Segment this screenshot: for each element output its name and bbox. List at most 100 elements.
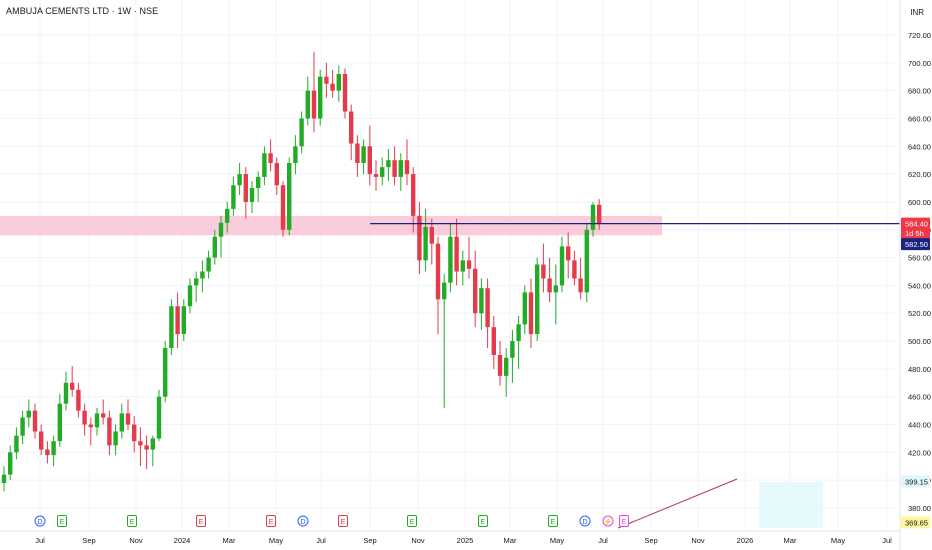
candle[interactable] [107,410,112,456]
projection-box[interactable] [759,482,823,528]
candle[interactable] [590,201,596,237]
candle[interactable] [299,111,304,154]
candle[interactable] [144,435,149,470]
candle[interactable] [101,399,106,425]
time-axis[interactable]: Jul Sep Nov 2024 Mar May Jul Sep Nov 2025 Mar May Ju… [0,530,900,545]
candle[interactable] [572,250,577,286]
candle[interactable] [566,232,571,279]
candle[interactable] [504,348,509,397]
candle[interactable] [280,181,286,237]
candle[interactable] [57,393,62,447]
candle[interactable] [330,69,335,98]
candle[interactable] [423,208,428,272]
candle[interactable] [181,299,186,342]
candle[interactable] [249,181,255,214]
candle[interactable] [547,257,552,303]
candle[interactable] [485,278,490,349]
candle[interactable] [212,229,217,265]
candle[interactable] [311,51,317,133]
candle[interactable] [541,243,546,293]
candle[interactable] [454,218,459,286]
candle[interactable] [237,162,242,195]
candle[interactable] [45,441,50,464]
earnings-marker[interactable]: E [338,515,348,527]
candle[interactable] [39,424,44,456]
candle[interactable] [187,278,193,314]
candle[interactable] [491,316,496,369]
candle[interactable] [528,278,534,349]
candle[interactable] [256,171,261,202]
candle[interactable] [373,160,379,191]
candle[interactable] [386,149,391,182]
candle[interactable] [342,68,348,119]
candle[interactable] [218,215,224,258]
candle[interactable] [76,382,81,418]
candle[interactable] [398,153,403,191]
candle[interactable] [535,257,540,342]
candle[interactable] [361,139,366,175]
candle[interactable] [417,201,422,275]
candle[interactable] [32,403,38,439]
earnings-marker[interactable]: E [407,515,417,527]
earnings-marker[interactable]: E [266,515,276,527]
price-axis[interactable]: 720.00 700.00 680.00 660.00 640.00 620.00 600.… [899,0,931,550]
earnings-marker[interactable]: E [548,515,558,527]
earnings-marker[interactable]: E [127,515,137,527]
candle[interactable] [169,299,174,355]
candle[interactable] [8,445,13,481]
candle[interactable] [404,139,410,186]
candle[interactable] [1,466,7,492]
candle[interactable] [82,403,87,436]
candle[interactable] [435,236,441,335]
candle[interactable] [150,435,155,467]
candle[interactable] [510,329,515,383]
candle[interactable] [274,157,279,195]
dividend-marker[interactable]: D [34,515,46,527]
candle[interactable] [70,366,75,397]
candle[interactable] [553,264,558,325]
candle[interactable] [138,427,143,467]
candle[interactable] [305,76,310,126]
candle[interactable] [349,104,354,161]
symbol-title[interactable]: AMBUJA CEMENTS LTD · 1W · NSE [6,6,159,16]
candle[interactable] [243,167,248,219]
candle[interactable] [51,435,56,467]
candle[interactable] [156,389,162,442]
candle[interactable] [460,250,465,286]
earnings-marker[interactable]: E [619,515,629,527]
candle[interactable] [516,316,521,369]
candle[interactable] [479,278,484,330]
candle[interactable] [578,257,583,300]
candle[interactable] [14,427,19,460]
candle[interactable] [411,167,416,233]
candle[interactable] [206,250,211,279]
candle[interactable] [442,274,447,408]
split-marker[interactable]: ⚡ [602,515,614,527]
earnings-marker[interactable]: E [57,515,67,527]
support-resistance-zone[interactable] [0,215,662,236]
candle[interactable] [194,271,199,303]
candle[interactable] [522,285,527,335]
candle[interactable] [63,371,69,411]
candle[interactable] [20,410,25,445]
candle[interactable] [336,65,341,102]
candle[interactable] [88,417,93,446]
candle[interactable] [231,176,236,216]
dividend-marker[interactable]: D [297,515,309,527]
candle[interactable] [113,424,118,456]
candle[interactable] [163,341,168,403]
candle[interactable] [225,201,230,233]
candle[interactable] [473,250,478,328]
candle[interactable] [119,403,124,439]
candle[interactable] [132,416,137,453]
candle[interactable] [293,135,298,175]
candle[interactable] [287,157,292,236]
candle[interactable] [584,222,589,303]
trend-line[interactable] [617,478,738,529]
candle[interactable] [466,236,472,279]
candle[interactable] [448,222,453,293]
candle[interactable] [262,146,267,186]
candle[interactable] [367,125,372,186]
candle[interactable] [268,139,273,172]
